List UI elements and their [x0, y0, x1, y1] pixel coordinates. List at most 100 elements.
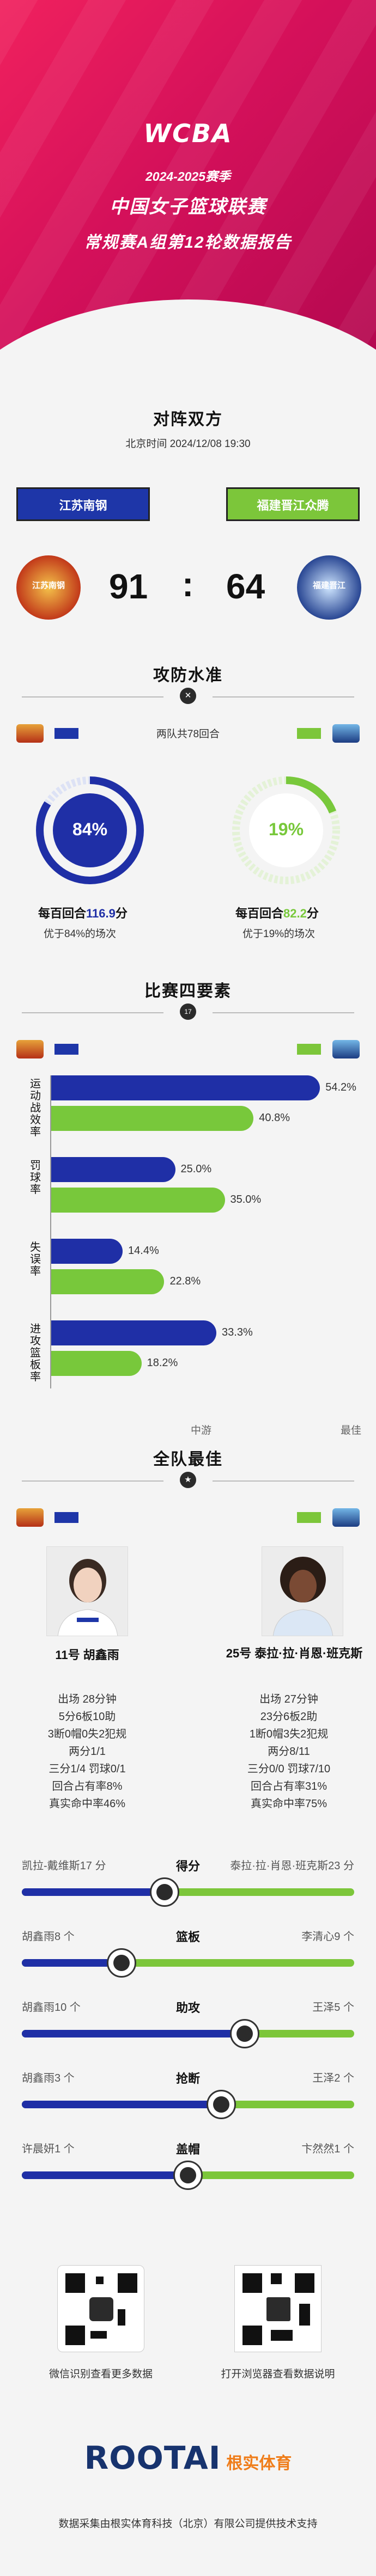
away-mini-logo-2 — [332, 1040, 360, 1058]
home-team-logo: 江苏南钢 — [16, 555, 81, 620]
home-leader-label: 许晨妍1 个 — [22, 2143, 75, 2155]
home-leader-label: 胡鑫雨8 个 — [22, 1931, 75, 1943]
home-factor-value: 54.2% — [325, 1081, 356, 1093]
home-player-stat-line: 三分1/4 罚球0/1 — [48, 1763, 126, 1775]
possessions-text: 两队共78回合 — [156, 729, 220, 740]
away-player-stat-line: 1断0帽3失2犯规 — [249, 1728, 329, 1740]
rootai-brand: ROOTAI 根实体育 — [84, 2439, 292, 2476]
home-player-stat-line: 5分6板10助 — [58, 1711, 116, 1723]
away-color-chip-3 — [297, 1512, 321, 1523]
comparison-knob-icon — [107, 1948, 136, 1978]
axis-mid-label: 中游 — [191, 1425, 212, 1436]
away-leader-label: 王泽2 个 — [312, 2072, 354, 2084]
qr-right-caption: 打开浏览器查看数据说明 — [221, 2369, 335, 2380]
report-title: 常规赛A组第12轮数据报告 — [84, 234, 292, 252]
league-title: 中国女子篮球联赛 — [110, 197, 266, 217]
home-leader-label: 胡鑫雨3 个 — [22, 2072, 75, 2084]
home-leader-label: 胡鑫雨10 个 — [22, 2002, 81, 2014]
app-logo-icon-2 — [265, 2296, 292, 2323]
away-factor-value: 22.8% — [169, 1275, 201, 1287]
home-share-fill — [22, 1959, 122, 1967]
stat-category-title: 抢断 — [175, 2072, 200, 2085]
away-leader-label: 卞然然1 个 — [301, 2143, 354, 2155]
away-factor-bar — [51, 1106, 254, 1131]
stat-category-title: 篮板 — [175, 1930, 200, 1944]
away-player-name: 25号 泰拉·拉·肖恩·班克斯 — [226, 1647, 363, 1660]
wechat-qr-code[interactable] — [57, 2265, 144, 2352]
four-factors-chart: 运动战效率 54.2% 40.8% 罚球率 25.0% 35.0% 失误率 14.4% 22.8… — [0, 1075, 376, 1424]
home-score: 91 — [109, 567, 148, 606]
away-factor-value: 18.2% — [147, 1357, 178, 1369]
shot-clock-icon: 17 — [180, 1004, 196, 1020]
away-factor-bar — [51, 1188, 225, 1213]
away-per100: 每百回合82.2分 — [235, 907, 319, 920]
home-per100: 每百回合116.9分 — [38, 907, 128, 920]
away-player-stats: 出场 27分钟 23分6板2助 1断0帽3失2犯规 两分8/11 三分0/0 罚球7/1… — [207, 1691, 371, 1813]
away-player-photo — [262, 1546, 343, 1636]
stat-category-title: 助攻 — [175, 2001, 200, 2015]
comparison-knob-icon — [229, 2019, 259, 2048]
home-share-fill — [22, 2171, 188, 2179]
footer-note: 数据采集由根实体育科技（北京）有限公司提供技术支持 — [58, 2518, 318, 2530]
home-efficiency-donut — [36, 776, 144, 884]
season-label: 2024-2025赛季 — [145, 169, 231, 183]
away-color-chip-2 — [297, 1044, 321, 1055]
away-mini-logo-3 — [332, 1508, 360, 1527]
home-better-text: 优于84%的场次 — [44, 928, 117, 940]
home-mini-logo-3 — [16, 1508, 44, 1527]
home-factor-value: 33.3% — [222, 1326, 253, 1338]
home-team-button[interactable]: 江苏南钢 — [16, 487, 150, 521]
home-factor-value: 14.4% — [128, 1245, 159, 1257]
comparison-knob-icon — [207, 2090, 236, 2119]
home-factor-bar — [51, 1239, 123, 1264]
away-better-text: 优于19%的场次 — [242, 928, 316, 940]
away-efficiency-donut — [232, 776, 340, 884]
home-player-stat-line: 出场 28分钟 — [58, 1693, 117, 1705]
app-logo-icon — [88, 2296, 115, 2323]
home-efficiency-pct: 84% — [72, 819, 108, 839]
factor-label: 运动战效率 — [30, 1078, 41, 1138]
header-banner: WCBA 2024-2025赛季 中国女子篮球联赛 常规赛A组第12轮数据报告 — [0, 0, 376, 376]
away-team-logo: 福建晋江 — [297, 555, 361, 620]
home-factor-bar — [51, 1157, 175, 1182]
home-player-photo — [46, 1546, 128, 1636]
factor-label: 罚球率 — [30, 1160, 41, 1196]
comparison-track — [22, 1948, 354, 1978]
factor-label: 失误率 — [30, 1241, 41, 1277]
comparison-knob-icon — [173, 2161, 203, 2190]
leader-comparisons: 凯拉-戴维斯17 分 得分 泰拉·拉·肖恩·班克斯23 分胡鑫雨8 个 篮板 李清⼼9 … — [0, 1857, 376, 2211]
away-score: 64 — [226, 567, 265, 606]
match-time: 北京时间 2024/12/08 19:30 — [125, 438, 251, 450]
home-factor-bar — [51, 1075, 320, 1100]
away-factor-value: 35.0% — [230, 1194, 262, 1206]
qr-left-caption: 微信识别查看更多数据 — [48, 2369, 153, 2380]
matchup-section-title: 对阵双方 — [153, 411, 223, 429]
away-player-stat-line: 出场 27分钟 — [259, 1693, 318, 1705]
home-player-stat-line: 两分1/1 — [69, 1746, 106, 1758]
away-team-button[interactable]: 福建晋江众腾 — [226, 487, 360, 521]
factor-label: 进攻篮板率 — [30, 1323, 41, 1383]
browser-qr-code[interactable] — [234, 2265, 322, 2352]
away-factor-bar — [51, 1269, 165, 1294]
away-player-stat-line: 三分0/0 罚球7/10 — [247, 1763, 331, 1775]
away-efficiency-pct: 19% — [268, 819, 304, 839]
home-share-fill — [22, 2030, 245, 2037]
away-leader-label: 李清⼼9 个 — [301, 1931, 354, 1943]
home-factor-value: 25.0% — [180, 1163, 212, 1175]
comparison-track — [22, 2090, 354, 2119]
home-share-fill — [22, 1888, 165, 1896]
versus-icon: ✕ — [180, 688, 196, 704]
home-player-stat-line: 回合占有率8% — [52, 1780, 123, 1792]
home-leader-label: 凯拉-戴维斯17 分 — [22, 1860, 106, 1872]
away-player-stat-line: 回合占有率31% — [250, 1780, 328, 1792]
away-factor-bar — [51, 1351, 142, 1376]
home-share-fill — [22, 2101, 221, 2108]
stat-category-title: 得分 — [175, 1859, 200, 1873]
four-factors-section-title: 比赛四要素 17 — [0, 977, 376, 1020]
away-leader-label: 王泽5 个 — [312, 2002, 354, 2014]
stat-category-title: 盖帽 — [175, 2143, 200, 2156]
home-player-stat-line: 3断0帽0失2犯规 — [47, 1728, 127, 1740]
comparison-track — [22, 1877, 354, 1907]
home-player-name: 11号 胡鑫雨 — [55, 1648, 119, 1662]
